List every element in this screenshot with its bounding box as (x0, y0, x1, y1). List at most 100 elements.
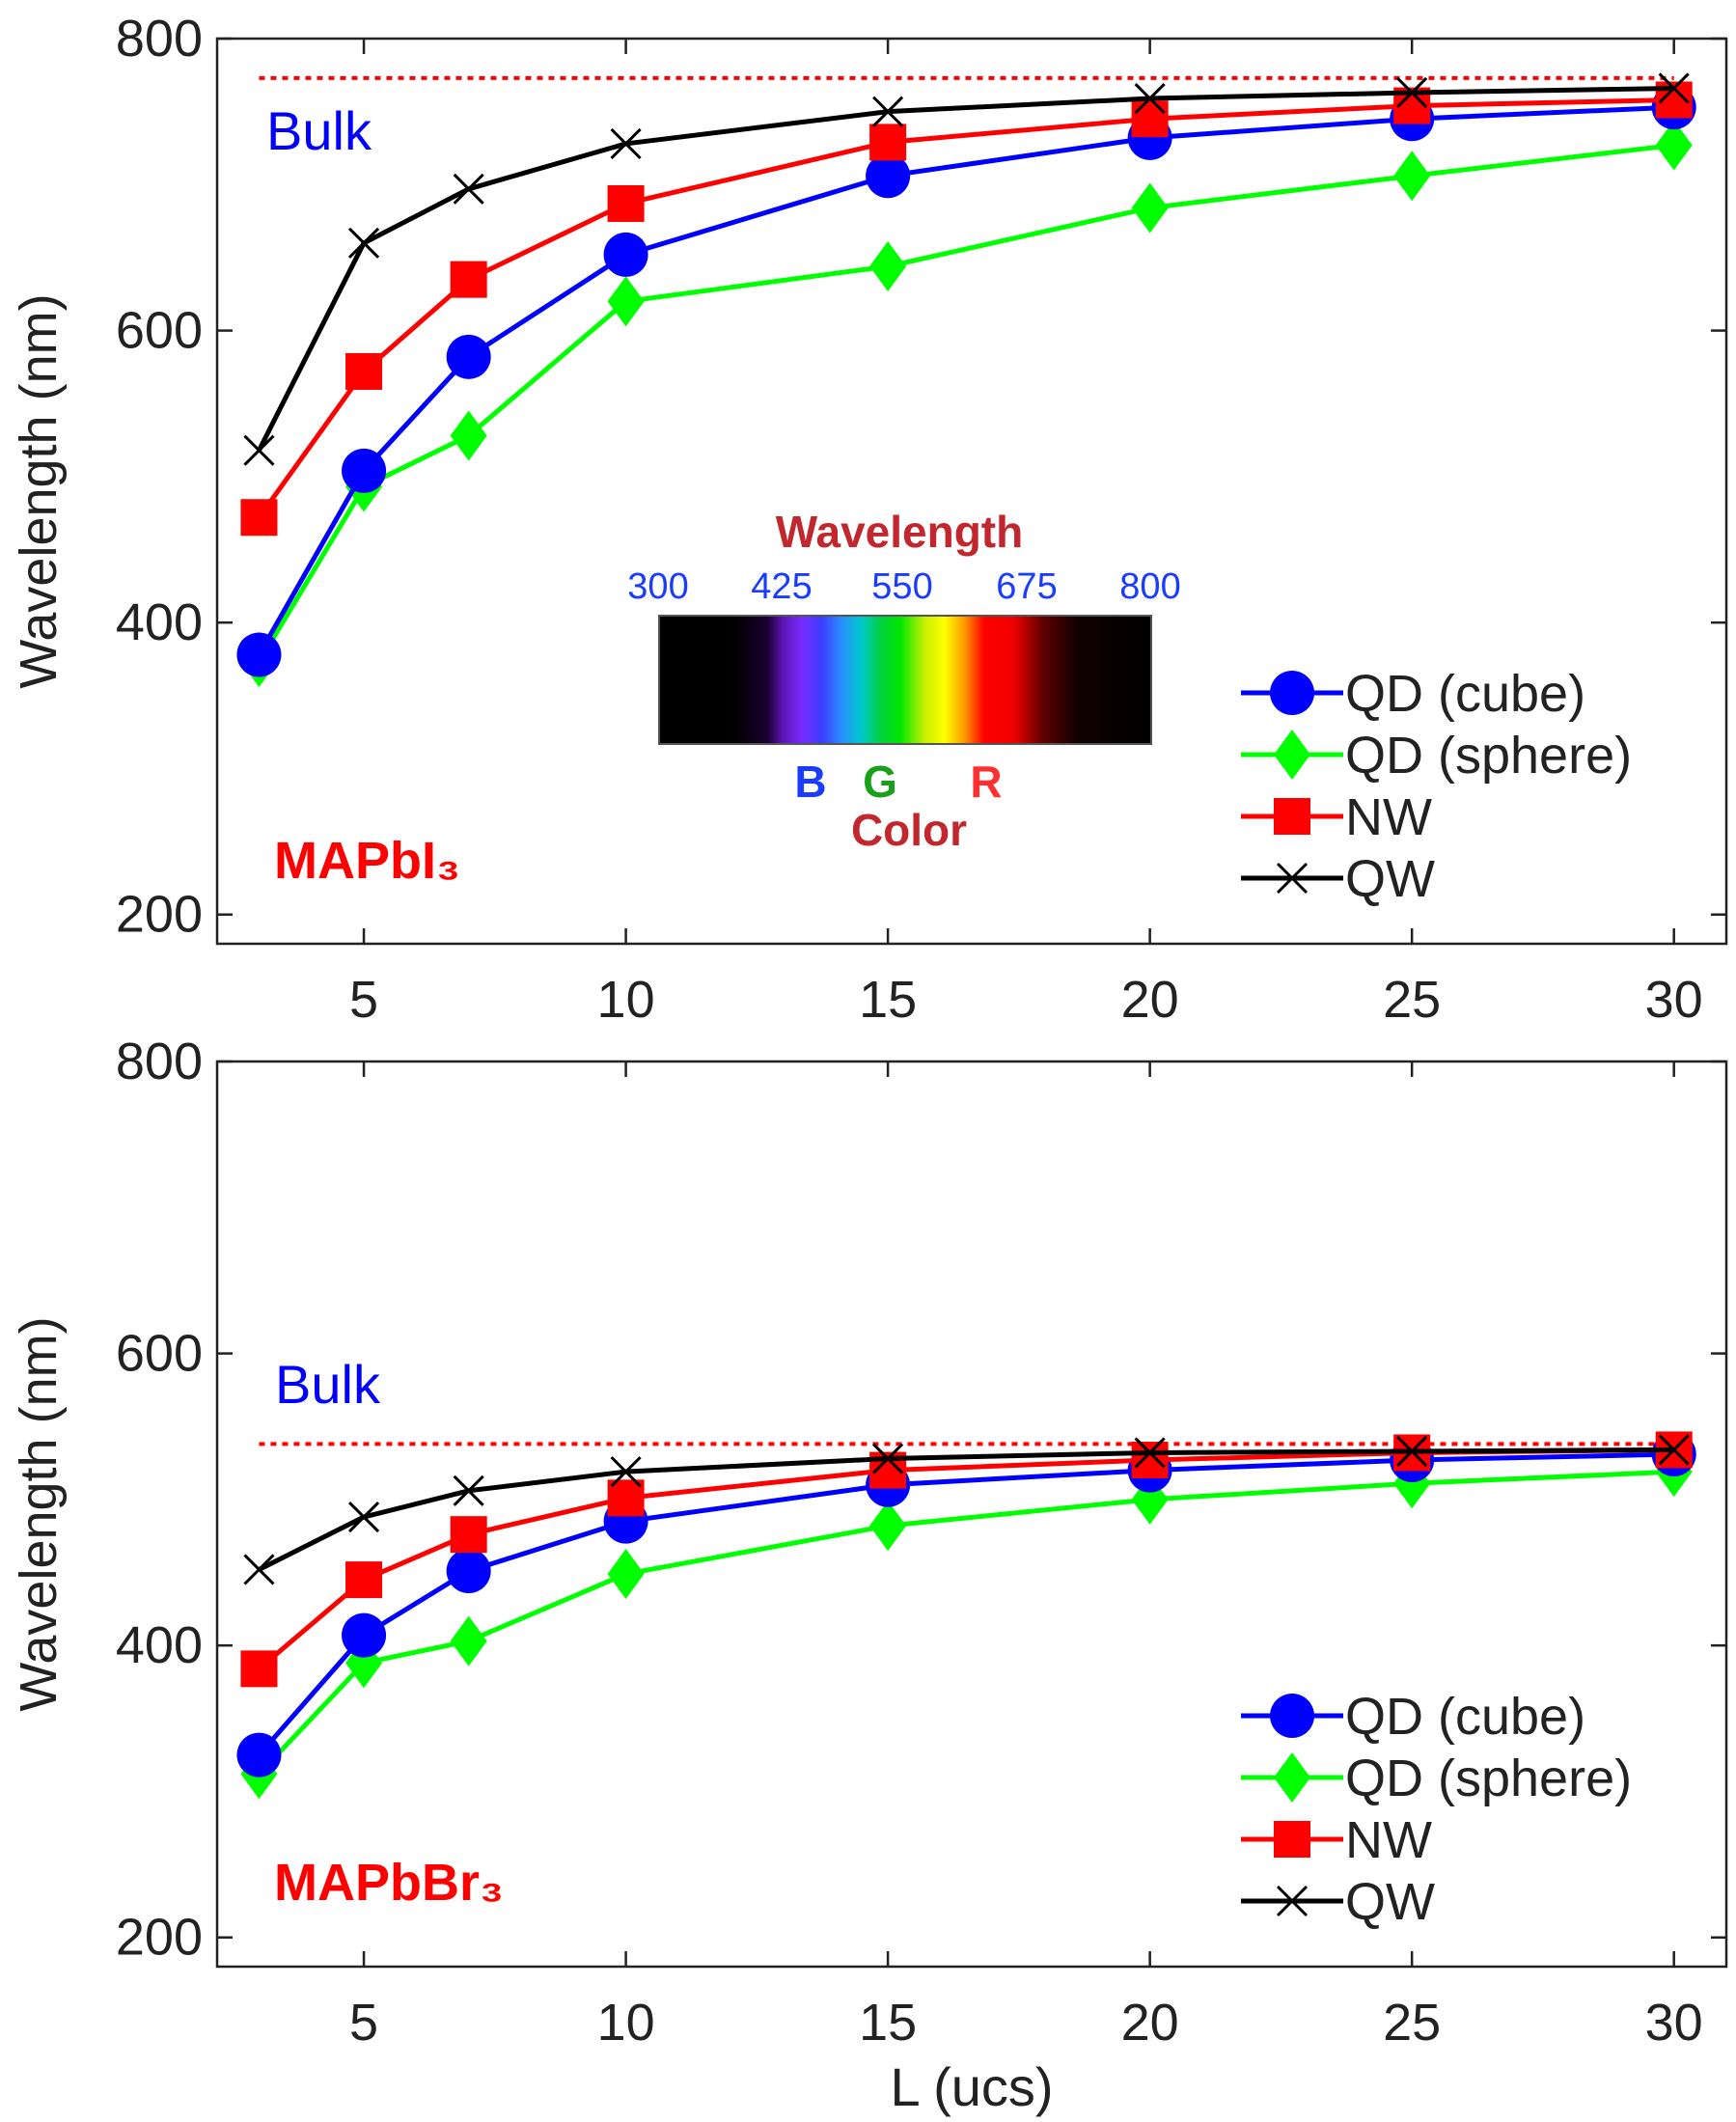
y-tick-label: 200 (116, 1909, 203, 1967)
series-line (257, 85, 1674, 452)
inset-title: Wavelength (776, 507, 1023, 557)
data-point (610, 127, 642, 159)
x-axis-ticks: 5 10 15 20 25 30 (349, 39, 1703, 1029)
data-point (1393, 151, 1431, 202)
legend-label: QD (sphere) (1345, 727, 1632, 785)
material-label: MAPbI₃ (274, 832, 460, 890)
data-point (1658, 72, 1690, 104)
legend-label: QW (1345, 1873, 1435, 1931)
data-point (1658, 1434, 1690, 1466)
bulk-label: Bulk (275, 1354, 381, 1415)
data-point (1134, 1437, 1166, 1469)
panel-mapbi3: 200 400 600 800 5 10 15 20 25 30 Wavelength (nm)… (10, 10, 1728, 1029)
plot-area-frame (215, 1060, 1728, 1969)
legend-marker (1274, 730, 1310, 780)
data-point (450, 1615, 487, 1667)
data-point (243, 1554, 275, 1585)
data-point (347, 1501, 380, 1533)
data-point (1655, 120, 1693, 171)
data-point (240, 499, 278, 537)
series-nw (240, 81, 1693, 537)
data-point (1131, 1442, 1169, 1479)
spectrum-bar (658, 615, 1152, 745)
data-point (347, 227, 380, 259)
x-tick-label: 25 (1383, 1994, 1441, 2052)
series-line (257, 104, 1674, 656)
data-point (453, 1474, 484, 1506)
x-tick-label: 30 (1645, 1994, 1703, 2052)
x-axis-label: L (ucs) (890, 2056, 1053, 2117)
x-tick-label: 30 (1645, 971, 1703, 1029)
x-tick-label: 25 (1383, 971, 1441, 1029)
data-point (446, 1549, 491, 1594)
data-point (450, 261, 487, 298)
legend-marker (1276, 1885, 1309, 1917)
series-qw (243, 72, 1690, 466)
legend-item: QD (sphere) (1241, 1750, 1632, 1807)
series-qd-cube (236, 85, 1696, 677)
data-point (345, 1561, 383, 1599)
data-point (869, 241, 907, 292)
legend-marker (1274, 1821, 1310, 1858)
inset-tick-425: 425 (751, 566, 812, 607)
legend-marker (1274, 798, 1310, 835)
x-tick-label: 15 (859, 1994, 917, 2052)
x-tick-label: 10 (597, 971, 655, 1029)
x-tick-label: 20 (1121, 971, 1179, 1029)
y-tick-label: 800 (116, 10, 203, 68)
legend-label: NW (1345, 1811, 1432, 1869)
legend-marker (1270, 671, 1314, 715)
data-point (450, 410, 487, 461)
inset-tick-300: 300 (627, 566, 688, 607)
legend-label: QD (sphere) (1345, 1750, 1632, 1807)
y-tick-label: 400 (116, 593, 203, 651)
data-point (342, 448, 387, 493)
y-tick-label: 200 (116, 886, 203, 944)
data-point (869, 1501, 907, 1552)
data-point (603, 232, 648, 277)
y-tick-label: 800 (116, 1033, 203, 1090)
legend-item: NW (1241, 788, 1432, 846)
legend-item: NW (1241, 1811, 1432, 1869)
x-tick-label: 5 (349, 971, 378, 1029)
legend-label: QD (cube) (1345, 665, 1585, 723)
legend-item: QD (cube) (1241, 1688, 1585, 1746)
y-tick-label: 600 (116, 302, 203, 360)
y-axis-ticks: 200 400 600 800 (116, 10, 1726, 944)
data-point (872, 1443, 904, 1474)
wavelength-color-inset: Wavelength 300 425 550 675 800 B G R Col… (627, 507, 1180, 855)
legend-label: QD (cube) (1345, 1688, 1585, 1746)
y-axis-label: Wavelength (nm) (10, 1316, 68, 1711)
data-point (869, 124, 907, 161)
legend-item: QD (sphere) (1241, 727, 1632, 785)
data-point (243, 434, 275, 466)
y-tick-label: 400 (116, 1616, 203, 1674)
legend-item: QW (1241, 850, 1435, 908)
series-line (257, 1469, 1674, 1777)
y-tick-label: 600 (116, 1325, 203, 1383)
inset-color-R: R (970, 757, 1002, 807)
x-tick-label: 20 (1121, 1994, 1179, 2052)
data-point (607, 184, 645, 222)
inset-tick-800: 800 (1119, 566, 1180, 607)
legend-marker (1270, 1694, 1314, 1738)
data-point (240, 1650, 278, 1688)
material-label: MAPbBr₃ (274, 1854, 504, 1912)
inset-color-B: B (794, 757, 826, 807)
legend-marker (1276, 862, 1309, 895)
data-point (866, 153, 911, 199)
data-point (1131, 182, 1169, 234)
data-point (345, 352, 383, 390)
legend-label: QW (1345, 850, 1435, 908)
data-point (607, 1549, 645, 1600)
x-tick-label: 10 (597, 1994, 655, 2052)
y-axis-ticks: 200 400 600 800 (116, 1033, 1726, 1967)
x-tick-label: 5 (349, 1994, 378, 2052)
series-layer (236, 1431, 1696, 1800)
data-point (453, 173, 484, 205)
series-qd-sphere (240, 120, 1693, 688)
data-point (1396, 76, 1428, 109)
legend-marker (1274, 1752, 1310, 1803)
panel-mapbbr3: 200 400 600 800 5 10 15 20 25 30 Wavelength (nm)… (10, 1033, 1728, 2117)
